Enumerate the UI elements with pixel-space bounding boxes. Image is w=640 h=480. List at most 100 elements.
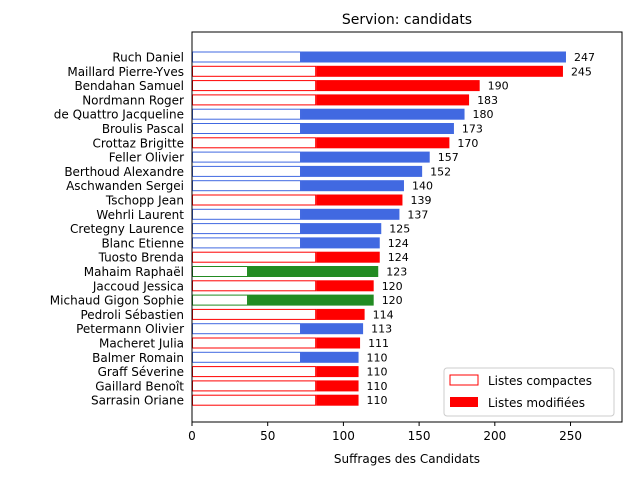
category-label: de Quattro Jacqueline — [54, 108, 184, 122]
value-label: 113 — [371, 323, 392, 336]
category-label: Macheret Julia — [99, 337, 184, 351]
value-label: 139 — [410, 194, 431, 207]
bar-compact — [192, 194, 317, 206]
category-label: Berthoud Alexandre — [64, 165, 184, 179]
category-label: Feller Olivier — [109, 151, 184, 165]
bar-modified — [301, 108, 465, 120]
bar-compact — [192, 223, 302, 235]
bar-modified — [301, 123, 454, 134]
value-label: 114 — [373, 308, 394, 321]
category-label: Aschwanden Sergei — [66, 179, 184, 193]
bar-modified — [301, 151, 430, 163]
category-label: Ruch Daniel — [112, 51, 184, 65]
value-label: 124 — [388, 237, 409, 250]
category-label: Pedroli Sébastien — [80, 308, 184, 322]
legend: Listes compactes Listes modifiées — [443, 367, 615, 417]
x-tick-label: 0 — [188, 429, 196, 443]
x-tick-label: 150 — [408, 429, 431, 443]
bar-modified — [301, 208, 400, 220]
bar-modified — [316, 65, 563, 77]
category-label: Balmer Romain — [92, 351, 184, 365]
bar-modified — [316, 308, 365, 320]
bar-compact — [192, 123, 302, 134]
bar-compact — [192, 80, 317, 92]
bar-modified — [301, 237, 380, 249]
category-label: Michaud Gigon Sophie — [50, 294, 184, 308]
plot-frame — [191, 31, 623, 423]
bar-modified — [301, 223, 382, 235]
category-label: Petermann Olivier — [76, 322, 184, 336]
value-label: 123 — [386, 266, 407, 279]
value-label: 140 — [412, 180, 433, 193]
bar-modified — [316, 194, 403, 206]
bar-compact — [192, 251, 317, 263]
bar-modified — [301, 351, 359, 363]
bar-compact — [192, 94, 317, 106]
bar-modified — [316, 380, 359, 392]
category-label: Gaillard Benoît — [95, 379, 184, 393]
legend-box — [443, 367, 615, 417]
bar-modified — [316, 137, 450, 149]
bar-modified — [316, 280, 374, 292]
bar-compact — [192, 380, 317, 392]
category-label: Tschopp Jean — [105, 194, 184, 208]
bar-compact — [192, 65, 317, 77]
category-label: Maillard Pierre-Yves — [67, 65, 184, 79]
bar-compact — [192, 208, 302, 220]
value-label: 152 — [430, 165, 451, 178]
bar-compact — [192, 108, 302, 120]
bar-compact — [192, 237, 302, 249]
bar-compact — [192, 51, 302, 63]
value-label: 170 — [457, 137, 478, 150]
category-label: Nordmann Roger — [82, 93, 184, 107]
category-label: Blanc Etienne — [101, 236, 184, 250]
chart-title: Servion: candidats — [342, 12, 472, 28]
bar-compact — [192, 280, 317, 292]
value-label: 173 — [462, 123, 483, 136]
bar-compact — [192, 266, 249, 277]
x-tick-label: 50 — [260, 429, 275, 443]
bar-compact — [192, 394, 317, 406]
category-label: Sarrasin Oriane — [91, 394, 184, 408]
category-label: Jaccoud Jessica — [92, 279, 184, 293]
bar-modified — [316, 80, 480, 92]
category-label: Crottaz Brigitte — [92, 136, 184, 150]
value-label: 110 — [367, 380, 388, 393]
bar-compact — [192, 366, 317, 378]
bar-compact — [192, 337, 317, 349]
bar-compact — [192, 351, 302, 363]
legend-label-compact: Listes compactes — [488, 374, 592, 388]
value-label: 247 — [574, 51, 595, 64]
x-axis-ticks: 0 50 100 150 200 250 — [188, 422, 582, 443]
bar-modified — [248, 266, 379, 277]
value-label: 180 — [473, 108, 494, 121]
x-tick-label: 100 — [332, 429, 355, 443]
bar-modified — [248, 294, 374, 306]
bar-compact — [192, 323, 302, 335]
value-label: 120 — [382, 294, 403, 307]
bar-modified — [316, 94, 470, 106]
category-label: Mahaim Raphaël — [84, 265, 184, 279]
value-label: 110 — [367, 394, 388, 407]
bar-modified — [301, 51, 566, 63]
bar-modified — [316, 394, 359, 406]
category-label: Graff Séverine — [98, 365, 184, 379]
bar-modified — [301, 180, 404, 192]
bar-compact — [192, 294, 249, 306]
category-label: Tuosto Brenda — [98, 251, 184, 265]
category-label: Bendahan Samuel — [74, 79, 184, 93]
bar-modified — [301, 323, 364, 335]
bar-compact — [192, 137, 317, 149]
legend-label-modified: Listes modifiées — [488, 396, 585, 410]
bar-compact — [192, 151, 302, 163]
category-label: Broulis Pascal — [102, 122, 184, 136]
x-tick-label: 250 — [559, 429, 582, 443]
legend-swatch-modified — [450, 397, 478, 407]
bar-modified — [301, 165, 423, 177]
value-label: 124 — [388, 251, 409, 264]
bar-modified — [316, 366, 359, 378]
value-label: 111 — [368, 337, 389, 350]
value-label: 125 — [389, 223, 410, 236]
